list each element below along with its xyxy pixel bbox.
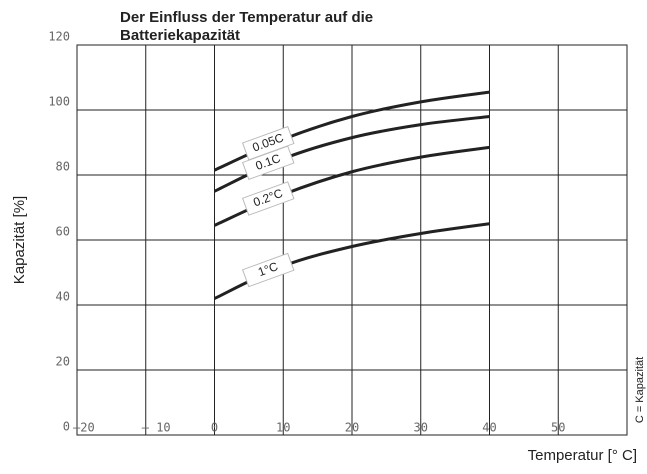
y-tick-label: 80 <box>56 160 70 174</box>
label-box <box>241 145 295 181</box>
y-tick-label: 120 <box>48 30 70 44</box>
y-tick-label: 100 <box>48 95 70 109</box>
x-tick-label: 10 <box>276 421 290 435</box>
label-box <box>241 252 295 288</box>
curve-label: 0.2°C <box>241 181 295 216</box>
x-tick-label: 20 <box>345 421 359 435</box>
chart-title: Der Einfluss der Temperatur auf die Batte… <box>120 9 373 44</box>
label-box <box>241 181 295 216</box>
curve-label: 1°C <box>241 252 295 288</box>
curve-label: 0.05C <box>241 125 295 161</box>
y-tick-label: 40 <box>56 290 70 304</box>
x-tick-label: – 10 <box>142 421 171 435</box>
title-line: Batteriekapazität <box>120 27 240 44</box>
x-axis-label: Temperatur [° C] <box>528 447 637 464</box>
note: C = Kapazität <box>634 357 646 423</box>
x-tick-label: 50 <box>551 421 565 435</box>
x-tick-label: 30 <box>414 421 428 435</box>
y-tick-label: 20 <box>56 355 70 369</box>
x-tick-label: 40 <box>482 421 496 435</box>
y-tick-label: 60 <box>56 225 70 239</box>
y-tick-label: 0 <box>63 420 70 434</box>
x-tick-label: 0 <box>211 421 218 435</box>
y-axis-label: Kapazität [%] <box>11 196 28 284</box>
x-tick-label: –20 <box>73 421 95 435</box>
legend-label: 1°C <box>256 259 280 279</box>
title-line: Der Einfluss der Temperatur auf die <box>120 9 373 26</box>
curve-label: 0.1C <box>241 145 295 181</box>
